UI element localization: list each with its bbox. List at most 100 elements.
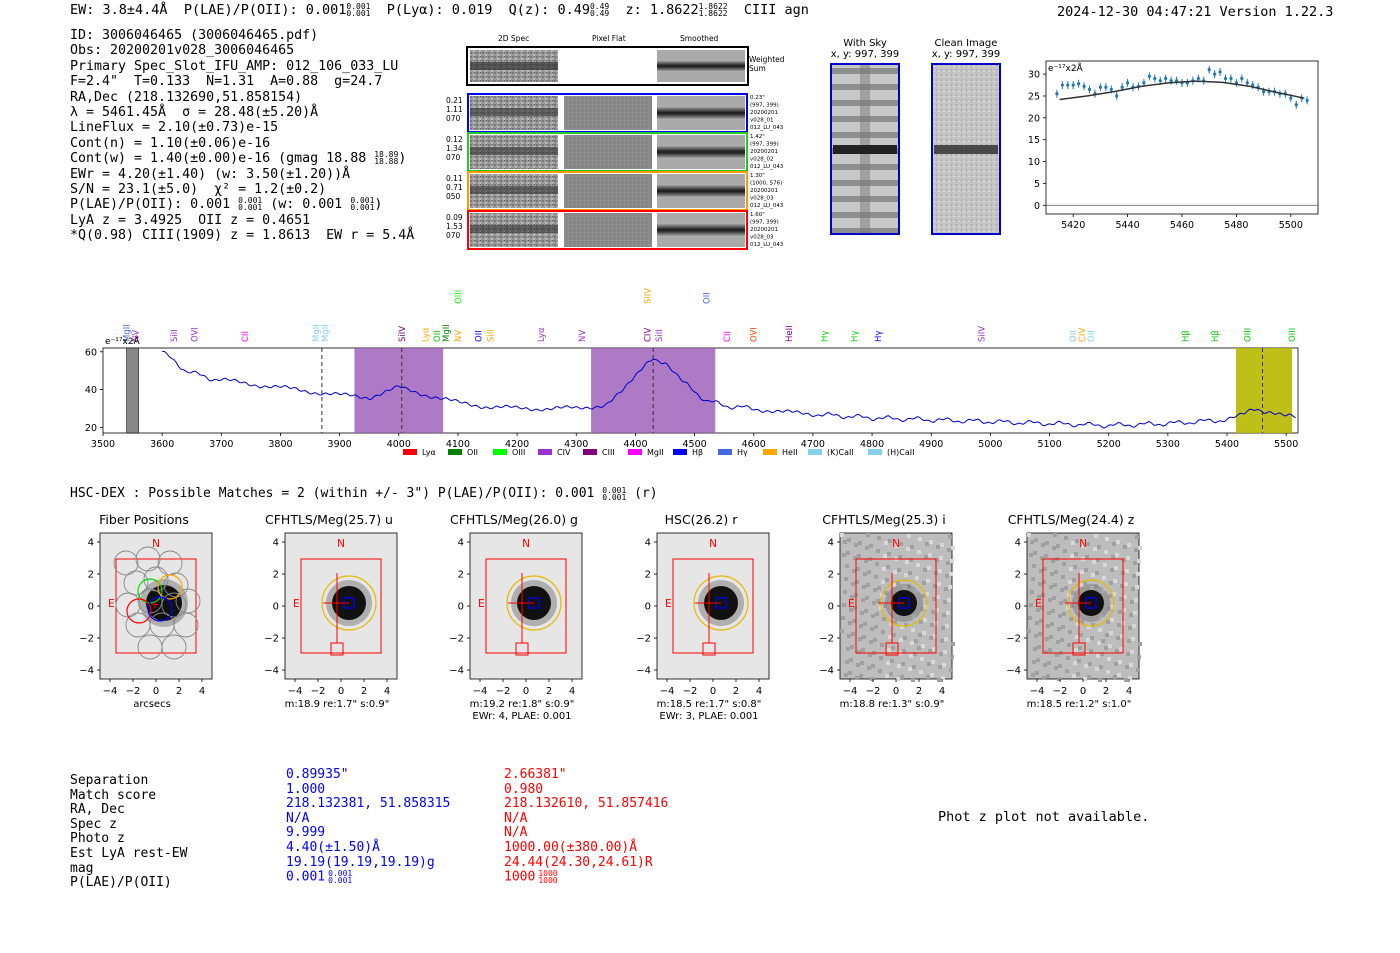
stamp-noise-pixel — [851, 632, 855, 636]
stamp-noise-pixel — [1070, 554, 1074, 558]
info-plae-w-lo: 0.001 — [350, 203, 375, 213]
zoom-point — [1289, 96, 1293, 100]
fiber-2dspec-trace — [470, 108, 558, 116]
stamp-ytick-label: −2 — [449, 634, 464, 645]
header-plae-hi: 0.001 — [346, 2, 371, 11]
stamp-image: N E 4 2 0 −2 −4 −4 −2 0 2 4 m:18.9 re:1.7" s:0.9" — [264, 532, 398, 710]
fiber-left-value: 0.09 — [446, 213, 463, 222]
stamp-ytick-label: −4 — [449, 666, 464, 677]
stamp-noise-pixel — [936, 545, 940, 549]
spectrum-legend-swatch — [673, 449, 687, 455]
stamp-noise-pixel — [1060, 588, 1064, 592]
stamp-north-label: N — [152, 538, 160, 550]
stamp-offset-box — [515, 642, 529, 656]
stamp-noise-pixel — [1039, 569, 1043, 573]
stamp-noise-pixel — [928, 553, 932, 557]
stamp-ytick-label: 2 — [458, 570, 464, 581]
stamp-xtick-label: 0 — [710, 686, 716, 697]
fiber-right-value: v028_02 — [750, 157, 774, 163]
spectrum-highlight-band — [1235, 348, 1293, 433]
stamp-noise-pixel — [905, 560, 909, 564]
spectrum-xtick-label: 4300 — [564, 439, 588, 450]
spectrum-xtick-label: 5500 — [1274, 439, 1298, 450]
stamp-north-label: N — [709, 538, 717, 550]
stamp-noise-pixel — [945, 574, 949, 578]
stamp-noise-pixel — [1120, 634, 1124, 638]
stamp-noise-pixel — [909, 558, 913, 562]
stamp-noise-pixel — [933, 634, 937, 638]
spectrum-legend-label: Lyα — [422, 448, 436, 457]
spectrum-legend-swatch — [538, 449, 552, 455]
fiber-right-value: v028_03 — [750, 196, 774, 202]
stamp-noise-pixel — [873, 638, 877, 642]
fiber-circle — [161, 592, 187, 618]
stamp-noise-pixel — [1050, 572, 1054, 576]
stamp-noise-pixel — [921, 644, 925, 648]
stamp-noise-pixel — [844, 577, 848, 581]
info-plae-lo: 0.001 — [238, 203, 263, 213]
stamp-noise-pixel — [853, 606, 857, 610]
stamp-noise-pixel — [892, 583, 896, 587]
stamp-noise-pixel — [931, 610, 935, 614]
zoom-point — [1213, 72, 1217, 76]
stamp-noise-pixel — [943, 650, 947, 654]
stamp-noise-pixel — [932, 647, 936, 651]
zoom-model-line — [1059, 80, 1305, 101]
stamp-east-label: E — [848, 598, 855, 610]
header-q: Q(z): 0.49 — [508, 2, 590, 18]
stamp-noise-pixel — [901, 662, 905, 666]
stamp-noise-pixel — [912, 665, 916, 669]
stamp-noise-pixel — [908, 571, 912, 575]
spectrum-xtick-label: 3800 — [268, 439, 292, 450]
spectrum-xtick-label: 3700 — [209, 439, 233, 450]
spectrum-xtick-label: 5200 — [1097, 439, 1121, 450]
spectrum-xtick-label: 4100 — [446, 439, 470, 450]
spectrum-xtick-label: 4700 — [801, 439, 825, 450]
stamp-noise-pixel — [888, 635, 892, 639]
stamp-xtick-label: −2 — [496, 686, 511, 697]
stamp-noise-pixel — [1028, 616, 1032, 620]
stamp-noise-pixel — [1042, 580, 1046, 584]
stamp-xtick-label: −2 — [126, 686, 141, 697]
stamp-noise-pixel — [1071, 591, 1075, 595]
stamp-noise-pixel — [937, 678, 941, 682]
fiber-smoothed-trace — [657, 184, 745, 198]
stamp-noise-pixel — [1111, 555, 1115, 559]
stamp-noise-pixel — [1138, 546, 1142, 550]
stamp-noise-pixel — [949, 668, 953, 672]
zoom-point — [1240, 76, 1244, 81]
stamp-noise-pixel — [1098, 628, 1102, 632]
stamp-noise-pixel — [857, 650, 861, 654]
stamp-noise-pixel — [910, 641, 914, 645]
spectrum-legend-swatch — [448, 449, 462, 455]
stamp-noise-pixel — [1084, 664, 1088, 668]
stamp-noise-pixel — [1086, 638, 1090, 642]
spectrum-xtick-label: 4900 — [919, 439, 943, 450]
zoom-ytick-label: 20 — [1028, 113, 1040, 124]
stamp-ytick-label: −2 — [819, 634, 834, 645]
fiber-left-value: 070 — [446, 114, 461, 123]
match-blue-value: 0.89935" — [286, 767, 349, 782]
stamp-noise-pixel — [848, 621, 852, 625]
stamp-noise-pixel — [1136, 572, 1140, 576]
clean-image-title-text: Clean Image — [934, 38, 998, 49]
match-red-value: 24.44(24.30,24.61)R — [504, 854, 653, 870]
spectrum-line-label: OII — [1069, 330, 1079, 342]
stamp-noise-pixel — [1129, 663, 1133, 667]
stamp-ytick-label: 4 — [88, 538, 94, 549]
stamp-aperture — [321, 575, 377, 631]
stamp-caption: m:19.2 re:1.8" s:0.9" — [470, 699, 575, 710]
stamp-ytick-label: 0 — [1015, 602, 1021, 613]
stamp-noise-pixel — [1063, 599, 1067, 603]
stamp-noise-pixel — [935, 608, 939, 612]
info-contw-lo: 18.88 — [374, 157, 399, 167]
col-header-pixelflat: Pixel Flat — [592, 34, 626, 43]
stamp-ytick-label: 4 — [828, 538, 834, 549]
stamp-noise-pixel — [1064, 536, 1068, 540]
stamp-noise-pixel — [1061, 625, 1065, 629]
spectrum-ytick-label: 20 — [85, 423, 97, 434]
stamp-noise-pixel — [874, 625, 878, 629]
spectrum-line-label: Hγ — [850, 331, 860, 342]
match-red-value: 0.980 — [504, 781, 544, 797]
